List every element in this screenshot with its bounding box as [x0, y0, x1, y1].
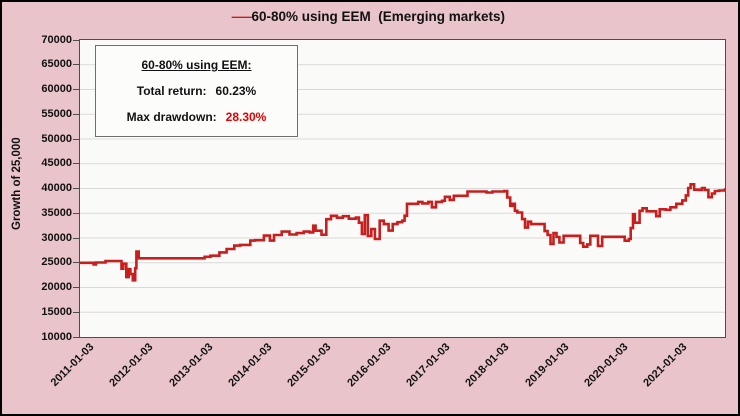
- y-tick-label: 45000: [41, 157, 72, 170]
- y-tick-label: 50000: [41, 132, 72, 145]
- y-tick-label: 60000: [41, 83, 72, 95]
- y-tick-mark: [73, 237, 79, 239]
- total-return-value: 60.23%: [215, 84, 257, 98]
- x-tick-label: 2011-01-03: [48, 341, 97, 389]
- y-tick-label: 25000: [41, 256, 72, 269]
- x-tick-label: 2014-01-03: [226, 341, 275, 390]
- y-tick-label: 10000: [41, 330, 72, 343]
- y-tick-label: 40000: [41, 182, 72, 194]
- max-drawdown-row: Max drawdown: 28.30%: [127, 110, 267, 124]
- total-return-row: Total return: 60.23%: [137, 84, 256, 98]
- x-tick-label: 2015-01-03: [285, 341, 334, 390]
- y-tick-mark: [73, 39, 79, 41]
- y-tick-mark: [73, 212, 79, 214]
- y-tick-mark: [73, 336, 79, 338]
- y-tick-mark: [73, 89, 79, 90]
- legend-line-marker: —: [231, 9, 252, 24]
- y-tick-mark: [73, 113, 79, 115]
- max-drawdown-label: Max drawdown:: [126, 110, 217, 124]
- x-tick-label: 2016-01-03: [344, 341, 394, 390]
- x-tick-label: 2018-01-03: [463, 341, 512, 390]
- y-tick-label: 20000: [41, 281, 72, 293]
- x-tick-label: 2017-01-03: [404, 341, 453, 390]
- y-tick-mark: [73, 188, 79, 189]
- x-tick-label: 2019-01-03: [522, 341, 572, 390]
- chart-title: —60-80% using EEM (Emerging markets): [2, 9, 738, 24]
- y-tick-mark: [73, 287, 79, 288]
- series-line: [80, 183, 725, 282]
- x-tick-label: 2020-01-03: [582, 341, 631, 390]
- stats-annotation-box: 60-80% using EEM: Total return: 60.23% M…: [95, 45, 298, 137]
- y-tick-mark: [73, 262, 79, 264]
- x-tick-label: 2013-01-03: [166, 341, 216, 390]
- y-tick-label: 15000: [41, 305, 72, 318]
- x-tick-label: 2012-01-03: [107, 341, 156, 390]
- y-tick-label: 30000: [41, 231, 72, 244]
- total-return-label: Total return:: [136, 84, 207, 98]
- x-tick-label: 2021-01-03: [641, 341, 690, 390]
- y-tick-label: 70000: [41, 33, 72, 46]
- y-tick-mark: [73, 163, 79, 165]
- annotation-heading: 60-80% using EEM:: [141, 58, 252, 72]
- y-tick-label: 65000: [41, 58, 72, 71]
- chart-title-text: 60-80% using EEM (Emerging markets): [251, 9, 506, 24]
- max-drawdown-value: 28.30%: [225, 110, 267, 124]
- y-tick-label: 55000: [41, 107, 72, 120]
- y-tick-mark: [73, 311, 79, 313]
- y-tick-label: 35000: [41, 206, 72, 219]
- y-tick-mark: [73, 138, 79, 140]
- y-tick-mark: [73, 64, 79, 66]
